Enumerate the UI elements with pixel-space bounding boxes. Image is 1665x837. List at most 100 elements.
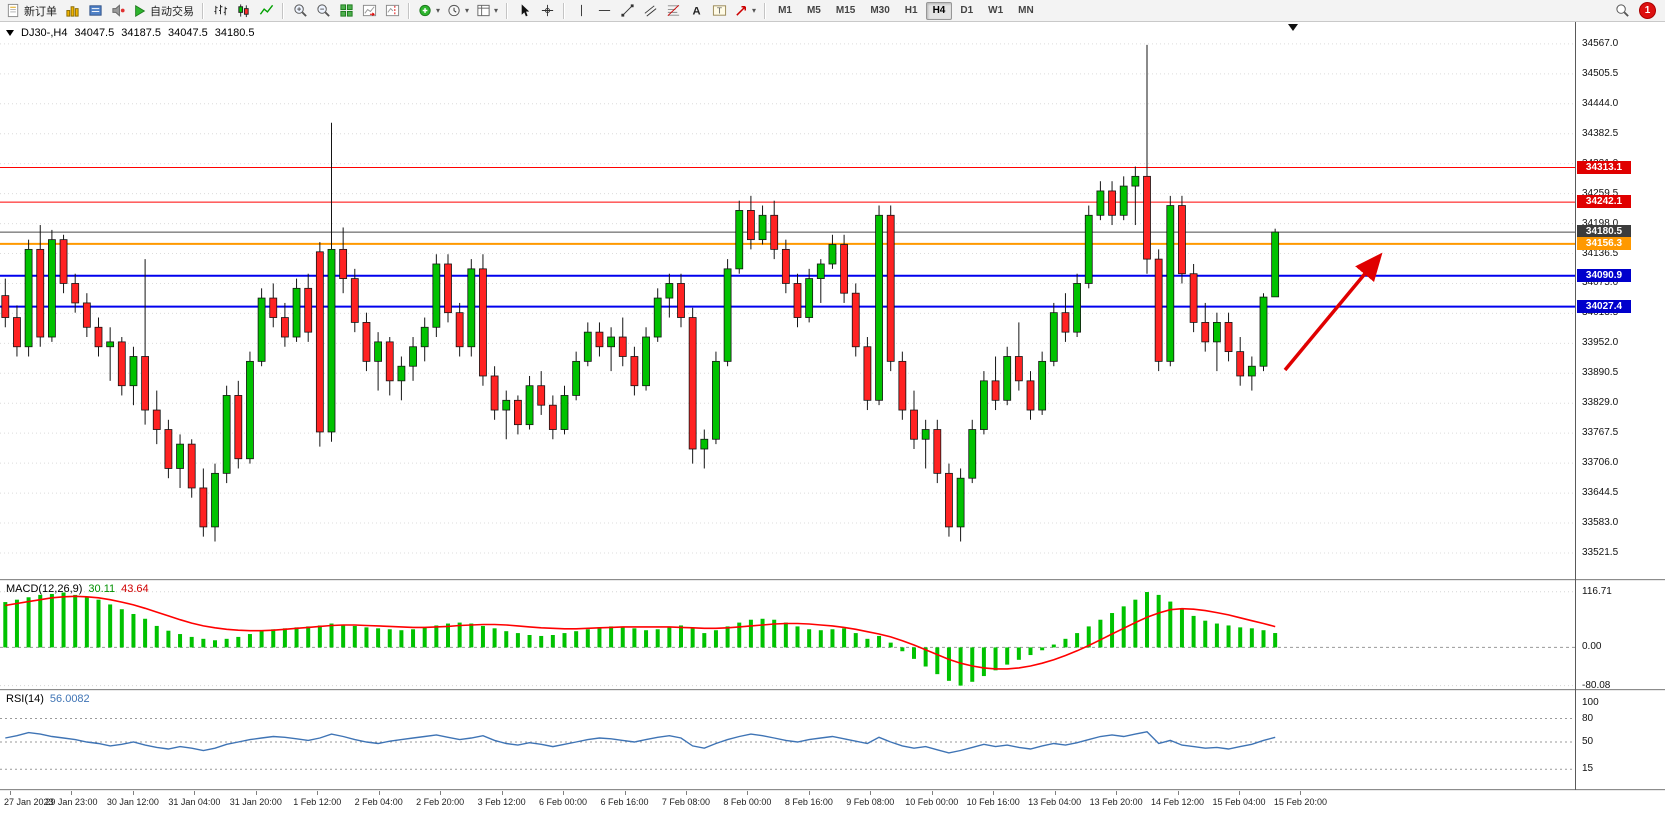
candle-body [502, 399, 511, 411]
timeframe-button-D1[interactable]: D1 [953, 2, 980, 20]
candle-body [304, 287, 313, 333]
candle-body [910, 409, 918, 440]
price-badge-34090.9[interactable]: 34090.9 [1577, 268, 1631, 282]
main-chart-panel[interactable]: DJ30-,H4 34047.5 34187.5 34047.5 34180.5 [0, 22, 1575, 579]
price-badge-34313.1[interactable]: 34313.1 [1577, 160, 1631, 174]
macd-histogram-bar [597, 627, 602, 648]
candle-body [374, 341, 383, 362]
horizontal-line-button[interactable] [593, 1, 615, 21]
text-label-button[interactable]: T [708, 1, 730, 21]
macd-histogram-bar [609, 626, 614, 648]
rsi-panel[interactable]: RSI(14) 56.0082 [0, 691, 1575, 789]
quote-low: 34047.5 [168, 27, 208, 39]
zoom-in-icon [293, 4, 307, 17]
price-badge-34027.4[interactable]: 34027.4 [1577, 299, 1631, 313]
time-axis[interactable]: 27 Jan 2023 29 Jan 23:00 30 Jan 12:00 31 Ja… [0, 791, 1575, 812]
cursor-button[interactable] [513, 1, 535, 21]
macd-histogram-bar [667, 627, 672, 648]
candle-body [863, 346, 872, 401]
timeframe-button-M5[interactable]: M5 [800, 2, 828, 20]
vertical-line-button[interactable] [570, 1, 592, 21]
candle-body [350, 278, 359, 323]
fibonacci-button[interactable] [662, 1, 684, 21]
new-order-label: 新订单 [24, 5, 57, 18]
zoom-out-button[interactable] [312, 1, 334, 21]
timeframe-button-W1[interactable]: W1 [981, 2, 1010, 20]
tile-windows-button[interactable] [335, 1, 357, 21]
candle-body [24, 248, 33, 348]
macd-histogram-bar [644, 630, 649, 648]
price-badge-34180.5[interactable]: 34180.5 [1577, 225, 1631, 239]
macd-histogram-bar [1110, 613, 1115, 648]
templates-button[interactable]: ▾ [473, 1, 501, 21]
chart-shift-marker-icon[interactable] [1288, 24, 1298, 36]
price-badge-34156.3[interactable]: 34156.3 [1577, 236, 1631, 250]
timeframe-button-M15[interactable]: M15 [829, 2, 862, 20]
fibonacci-icon [667, 5, 679, 16]
candle-body [945, 472, 953, 528]
toolbar-separator [563, 2, 566, 19]
text-button[interactable]: A [685, 1, 707, 21]
zoom-in-button[interactable] [289, 1, 311, 21]
candle-body [315, 251, 324, 433]
panel-separator[interactable] [0, 689, 1665, 691]
periods-button[interactable]: ▾ [444, 1, 472, 21]
trendline-button[interactable] [616, 1, 638, 21]
panel-separator[interactable] [0, 579, 1665, 581]
trendline-icon [620, 4, 634, 17]
candle-body [455, 312, 464, 348]
candle-body [117, 341, 126, 387]
price-axis[interactable]: 34567.034505.534444.034382.534321.034259… [1576, 22, 1665, 790]
toolbar-separator [506, 2, 509, 19]
panel-separator [0, 789, 1665, 791]
time-tick [255, 791, 257, 795]
time-tick [870, 791, 872, 795]
autotrading-icon [135, 4, 146, 17]
candle-body [1084, 214, 1093, 284]
macd-panel[interactable]: MACD(12,26,9) 30.11 43.64 [0, 581, 1575, 689]
candle-body [840, 244, 848, 294]
macd-histogram-bar [1249, 628, 1254, 648]
macd-main-value: 30.11 [88, 583, 116, 595]
time-axis-label: 2 Feb 20:00 [416, 797, 465, 807]
macd-histogram-bar [61, 592, 66, 648]
timeframe-button-M1[interactable]: M1 [771, 2, 799, 20]
timeframe-button-M30[interactable]: M30 [863, 2, 896, 20]
timeframe-button-H4[interactable]: H4 [925, 1, 953, 20]
bar-chart-button[interactable] [209, 1, 231, 21]
new-order-button[interactable]: 新订单 [3, 1, 60, 21]
macd-chart [0, 591, 1575, 687]
macd-histogram-bar [504, 631, 509, 648]
symbol-dropdown-icon [6, 30, 14, 40]
notification-badge[interactable]: 1 [1639, 2, 1656, 19]
arrow-tool-button[interactable]: ▾ [731, 1, 759, 21]
rsi-value: 56.0082 [49, 693, 90, 705]
equidistant-channel-button[interactable] [639, 1, 661, 21]
chart-shift-button[interactable] [381, 1, 403, 21]
search-button[interactable] [1611, 1, 1633, 21]
candle-body [222, 395, 231, 474]
macd-name: MACD(12,26,9) [6, 583, 83, 595]
auto-scroll-button[interactable] [358, 1, 380, 21]
annotation-arrow[interactable] [1283, 252, 1383, 372]
timeframe-button-H1[interactable]: H1 [898, 2, 925, 20]
candle-body [805, 278, 814, 318]
autotrading-button[interactable]: 自动交易 [130, 1, 197, 21]
candle-body [327, 248, 336, 433]
time-axis-label: 15 Feb 04:00 [1212, 797, 1266, 807]
line-chart-button[interactable] [255, 1, 277, 21]
add-indicator-button[interactable]: ▾ [415, 1, 443, 21]
profiles-button[interactable] [84, 1, 106, 21]
candle-body [211, 472, 219, 528]
price-badge-34242.1[interactable]: 34242.1 [1577, 195, 1631, 209]
crosshair-button[interactable] [536, 1, 558, 21]
timeframe-button-MN[interactable]: MN [1011, 2, 1041, 20]
alerts-button[interactable] [107, 1, 129, 21]
new-chart-button[interactable] [61, 1, 83, 21]
candle-body [420, 326, 429, 348]
candle-body [1, 295, 10, 318]
svg-text:A: A [692, 6, 700, 18]
candle-body [71, 283, 80, 304]
macd-histogram-bar [923, 647, 928, 667]
candlestick-chart-button[interactable] [232, 1, 254, 21]
